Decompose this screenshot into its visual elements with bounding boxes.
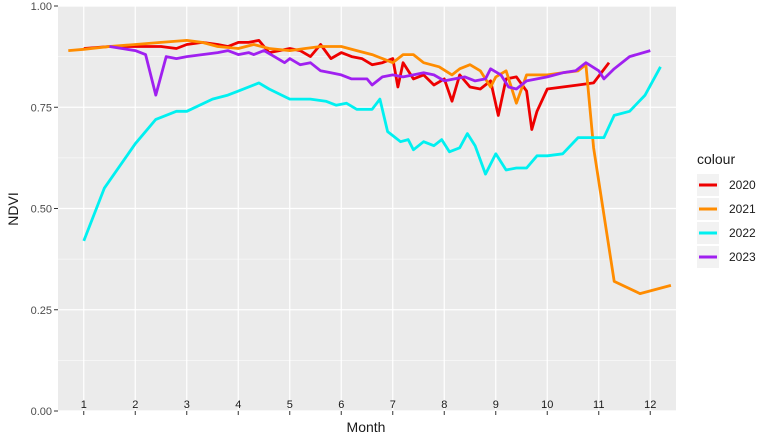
legend-label-2023: 2023	[729, 250, 756, 264]
y-tick-label: 1.00	[31, 1, 52, 13]
x-axis-title: Month	[347, 419, 386, 435]
y-tick-label: 0.75	[31, 102, 52, 114]
y-axis-title: NDVI	[5, 192, 21, 225]
month-label: 8	[441, 399, 447, 411]
month-label: 12	[644, 399, 656, 411]
month-label: 1	[81, 399, 87, 411]
series-line-2022	[82, 66, 662, 242]
y-tick-label: 0.00	[31, 406, 52, 418]
legend-label-2021: 2021	[729, 202, 756, 216]
legend: 2020 2021 2022 2023	[697, 174, 756, 268]
legend-label-2020: 2020	[729, 178, 756, 192]
series-layer	[68, 39, 672, 295]
grid-layer	[58, 5, 676, 412]
month-label: 7	[390, 399, 396, 411]
y-tick-label: 0.25	[31, 305, 52, 317]
legend-title: colour	[697, 151, 735, 167]
month-label: 3	[184, 399, 190, 411]
month-label: 5	[287, 399, 293, 411]
y-tick-label: 0.50	[31, 204, 52, 216]
axis-layer: 0.000.250.500.751.001 2 3 4 5 6 7 8 9 10 11 12	[31, 1, 657, 418]
month-label: 2	[132, 399, 138, 411]
month-label: 9	[493, 399, 499, 411]
month-label: 4	[235, 399, 241, 411]
month-label: 11	[593, 399, 604, 411]
month-label: 6	[338, 399, 344, 411]
series-line-2023	[109, 45, 651, 97]
month-label: 10	[541, 399, 553, 411]
legend-label-2022: 2022	[729, 226, 756, 240]
